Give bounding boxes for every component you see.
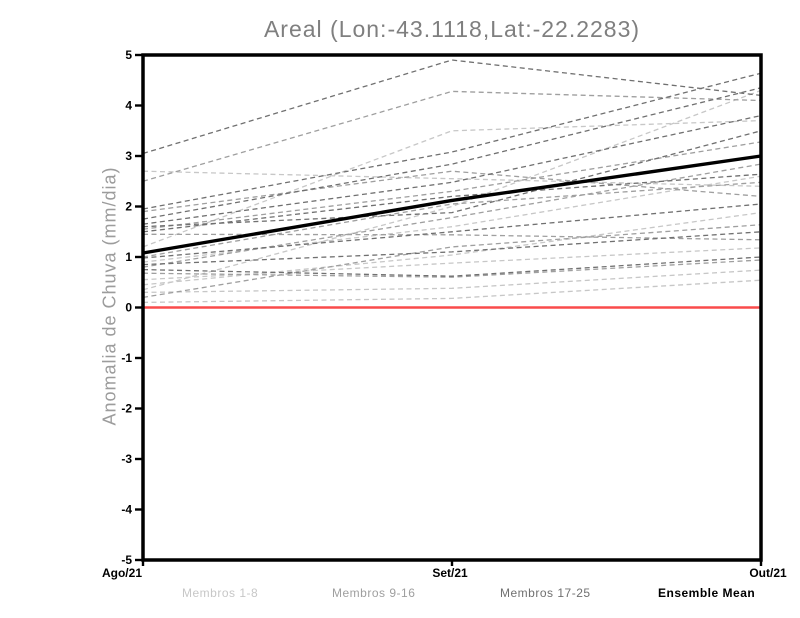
member-line-group-0	[142, 170, 762, 187]
legend-item-members-17-25: Membros 17-25	[458, 585, 591, 601]
member-line-group-1	[142, 259, 762, 278]
legend-label: Membros 1-8	[182, 586, 259, 600]
member-line-group-2	[142, 59, 762, 155]
member-line-group-1	[142, 90, 762, 182]
member-line-group-1	[142, 170, 762, 213]
legend-label: Ensemble Mean	[658, 586, 756, 600]
ensemble-mean-line	[142, 154, 762, 255]
x-tick-label: Out/21	[749, 566, 787, 580]
y-tick-label: -2	[121, 402, 132, 416]
legend-item-members-9-16: Membros 9-16	[290, 585, 415, 601]
member-line-group-0	[142, 211, 762, 286]
member-line-group-0	[142, 279, 762, 304]
y-tick-label: 1	[125, 250, 132, 264]
member-line-group-2	[142, 87, 762, 220]
y-tick-label: 3	[125, 149, 132, 163]
chart-title: Areal (Lon:-43.1118,Lat:-22.2283)	[263, 16, 641, 42]
legend-item-ensemble-mean: Ensemble Mean	[616, 585, 755, 601]
legend-item-members-1-8: Membros 1-8	[140, 585, 258, 601]
x-tick-label: Ago/21	[102, 566, 142, 580]
member-line-group-2	[142, 256, 762, 277]
member-line-group-1	[142, 224, 762, 299]
y-tick-label: -3	[121, 452, 132, 466]
member-line-group-2	[142, 114, 762, 225]
x-tick-label: Set/21	[432, 566, 468, 580]
member-line-group-2	[142, 203, 762, 259]
legend-label: Membros 9-16	[332, 586, 416, 600]
y-tick-label: 0	[125, 301, 132, 315]
y-tick-label: 5	[125, 48, 132, 62]
member-line-group-2	[142, 173, 762, 233]
member-line-group-2	[142, 72, 762, 210]
y-tick-label: -1	[121, 351, 132, 365]
member-line-group-0	[142, 119, 762, 248]
y-tick-label: -5	[121, 553, 132, 567]
legend: Membros 1-8 Membros 9-16 Membros 17-25 E…	[0, 585, 800, 603]
member-line-group-2	[142, 231, 762, 266]
member-line-group-0	[142, 89, 762, 291]
legend-label: Membros 17-25	[500, 586, 591, 600]
member-line-group-2	[142, 130, 762, 228]
member-line-group-1	[142, 163, 762, 268]
member-line-group-0	[142, 269, 762, 294]
y-tick-label: 2	[125, 200, 132, 214]
y-tick-label: -4	[121, 503, 132, 517]
y-tick-label: 4	[125, 99, 132, 113]
member-line-group-1	[142, 181, 762, 258]
